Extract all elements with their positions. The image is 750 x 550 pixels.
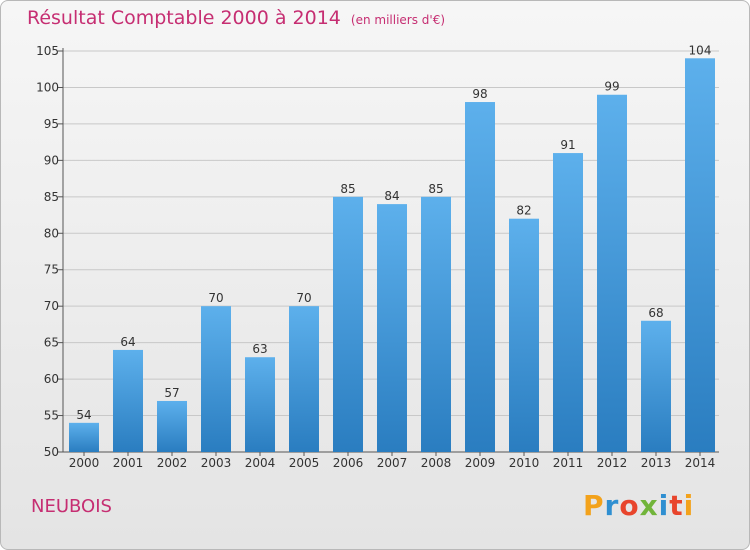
value-label-2007: 84 [384,189,399,203]
y-tick-label: 60 [44,372,59,386]
x-tick-label-2008: 2008 [421,456,452,470]
proxiti-logo[interactable]: Proxiti [583,489,694,522]
y-tick-label: 55 [44,409,59,423]
bars [69,58,715,453]
value-label-2010: 82 [516,204,531,218]
bar-2010 [509,218,539,452]
bar-2007 [377,204,407,452]
y-tick-label: 50 [44,445,59,459]
y-tick-label: 105 [36,44,59,58]
value-label-2009: 98 [472,87,487,101]
logo-letter: P [583,489,605,522]
bar-2011 [553,153,583,452]
bar-2001 [113,349,143,452]
value-label-2013: 68 [648,306,663,320]
y-tick-label: 90 [44,153,59,167]
y-tick-label: 85 [44,190,59,204]
x-tick-label-2013: 2013 [641,456,672,470]
x-tick-label-2005: 2005 [289,456,320,470]
bar-2000 [69,422,99,452]
value-label-2008: 85 [428,182,443,196]
axes: 50 55 60 65 70 75 80 85 90 95 100 105 2000 2001 2002 20… [36,44,719,470]
value-label-2006: 85 [340,182,355,196]
bar-2004 [245,357,275,452]
x-tick-label-2012: 2012 [597,456,628,470]
value-label-2002: 57 [164,386,179,400]
value-label-2005: 70 [296,291,311,305]
chart-title-text: Résultat Comptable 2000 à 2014 [27,7,341,29]
y-tick-label: 100 [36,80,59,94]
value-label-2003: 70 [208,291,223,305]
bar-2002 [157,400,187,452]
value-labels: 54 64 57 70 63 70 85 84 85 98 82 91 99 68 104 [76,43,711,422]
logo-letter: t [669,489,684,522]
logo-letter: x [639,489,659,522]
logo-letter: o [619,489,640,522]
y-tick-label: 75 [44,263,59,277]
y-tick-label: 80 [44,226,59,240]
value-label-2001: 64 [120,335,135,349]
x-tick-label-2010: 2010 [509,456,540,470]
bar-2013 [641,320,671,452]
bar-2006 [333,196,363,452]
bar-2009 [465,102,495,452]
value-label-2012: 99 [604,80,619,94]
x-tick-label-2011: 2011 [553,456,584,470]
y-tick-label: 70 [44,299,59,313]
y-tick-label: 65 [44,336,59,350]
value-label-2004: 63 [252,342,267,356]
chart-unit-text: (en milliers d'€) [350,13,446,27]
chart-title: Résultat Comptable 2000 à 2014 (en millie… [27,7,445,29]
commune-name: NEUBOIS [31,496,112,517]
bar-2003 [201,306,231,452]
value-label-2011: 91 [560,138,575,152]
x-tick-label-2001: 2001 [113,456,144,470]
bar-2008 [421,196,451,452]
x-tick-label-2007: 2007 [377,456,408,470]
x-tick-label-2000: 2000 [69,456,100,470]
value-label-2014: 104 [689,43,712,57]
logo-letter: i [683,489,695,522]
bar-2005 [289,306,319,452]
value-label-2000: 54 [76,408,91,422]
bar-2012 [597,94,627,452]
logo-letter: r [604,489,620,522]
x-tick-label-2009: 2009 [465,456,496,470]
logo-letter: i [658,489,670,522]
x-tick-label-2002: 2002 [157,456,188,470]
x-tick-label-2003: 2003 [201,456,232,470]
bar-2014 [685,58,715,453]
x-tick-label-2006: 2006 [333,456,364,470]
x-tick-label-2014: 2014 [685,456,716,470]
x-tick-label-2004: 2004 [245,456,276,470]
y-tick-label: 95 [44,117,59,131]
